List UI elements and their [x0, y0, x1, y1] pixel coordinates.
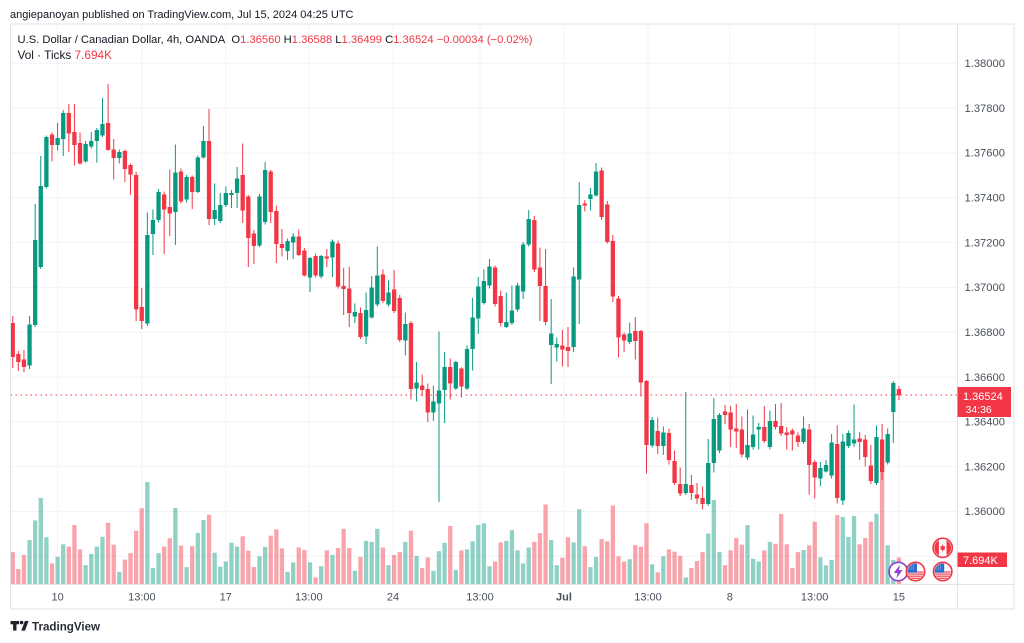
- svg-text:13:00: 13:00: [634, 592, 662, 604]
- svg-text:13:00: 13:00: [801, 592, 829, 604]
- svg-text:1.38000: 1.38000: [965, 58, 1005, 70]
- svg-text:34:36: 34:36: [966, 404, 992, 416]
- svg-text:24: 24: [387, 592, 399, 604]
- svg-text:13:00: 13:00: [128, 592, 156, 604]
- svg-text:U.S. Dollar / Canadian Dollar,: U.S. Dollar / Canadian Dollar, 4h, OANDA…: [18, 34, 533, 46]
- svg-text:1.37000: 1.37000: [965, 282, 1005, 294]
- svg-text:8: 8: [727, 592, 733, 604]
- svg-text:7.694K: 7.694K: [963, 555, 999, 567]
- svg-text:17: 17: [220, 592, 232, 604]
- svg-text:1.36000: 1.36000: [965, 506, 1005, 518]
- svg-text:Jul: Jul: [556, 592, 572, 604]
- svg-text:1.36800: 1.36800: [965, 327, 1005, 339]
- svg-text:1.37400: 1.37400: [965, 193, 1005, 205]
- svg-text:1.36400: 1.36400: [965, 417, 1005, 429]
- svg-text:1.37800: 1.37800: [965, 103, 1005, 115]
- svg-text:1.36600: 1.36600: [965, 372, 1005, 384]
- svg-text:10: 10: [51, 592, 63, 604]
- svg-text:Vol · Ticks 7.694K: Vol · Ticks 7.694K: [18, 48, 113, 62]
- svg-text:1.37600: 1.37600: [965, 148, 1005, 160]
- svg-text:angiepanoyan published on Trad: angiepanoyan published on TradingView.co…: [10, 9, 354, 21]
- svg-text:13:00: 13:00: [466, 592, 494, 604]
- svg-text:1.37200: 1.37200: [965, 237, 1005, 249]
- svg-text:TradingView: TradingView: [32, 620, 101, 633]
- svg-text:13:00: 13:00: [295, 592, 323, 604]
- svg-text:15: 15: [893, 592, 905, 604]
- svg-text:1.36200: 1.36200: [965, 461, 1005, 473]
- svg-text:1.36524: 1.36524: [963, 391, 1003, 403]
